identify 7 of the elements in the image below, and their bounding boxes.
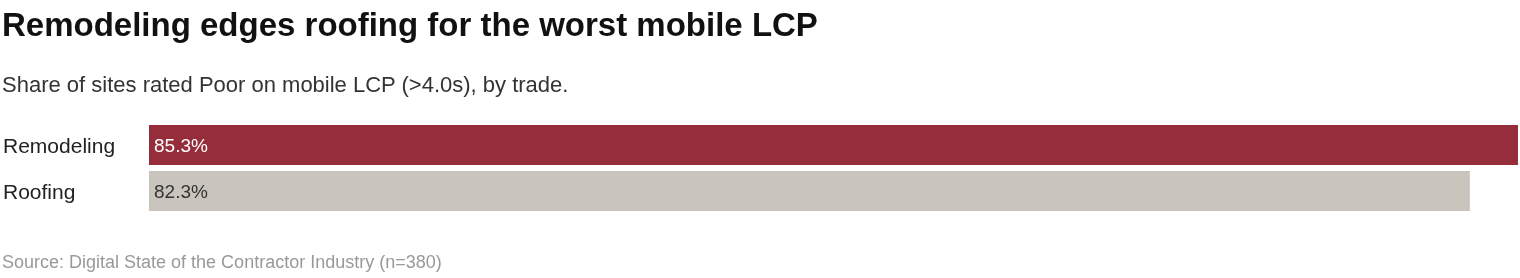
y-tick-label: Roofing <box>3 179 76 203</box>
data-label: 82.3% <box>154 180 208 202</box>
chart-title: Remodeling edges roofing for the worst mobile LCP <box>2 6 818 44</box>
chart-subtitle: Share of sites rated Poor on mobile LCP (>4.0s), by trade. <box>2 72 569 98</box>
y-tick-label: Remodeling <box>3 133 116 157</box>
source-note: Source: Digital State of the Contractor Industry (n=380) <box>2 252 442 273</box>
data-label: 85.3% <box>154 134 208 156</box>
